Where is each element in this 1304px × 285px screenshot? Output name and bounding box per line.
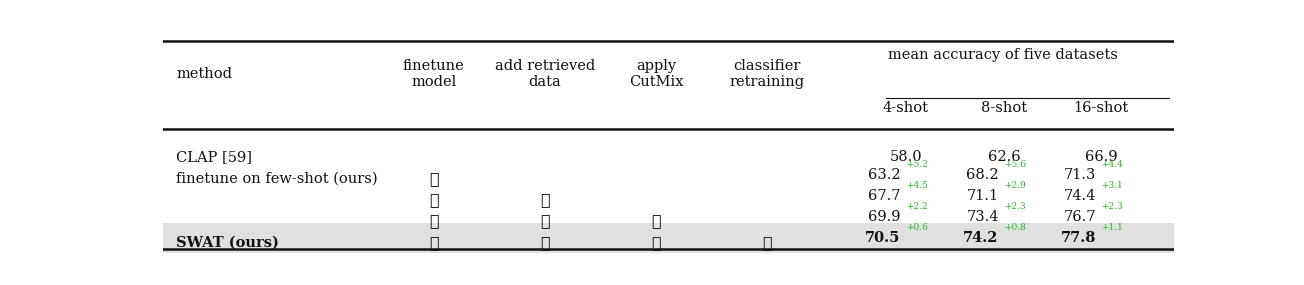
Text: 73.4: 73.4 xyxy=(966,210,999,224)
Text: 66.9: 66.9 xyxy=(1085,150,1118,164)
Text: 62.6: 62.6 xyxy=(987,150,1020,164)
Text: ✓: ✓ xyxy=(540,234,550,251)
Text: +2.9: +2.9 xyxy=(1004,181,1026,190)
Text: +2.3: +2.3 xyxy=(1102,202,1123,211)
Text: finetune
model: finetune model xyxy=(403,59,464,89)
Text: ✓: ✓ xyxy=(429,170,438,188)
Text: +2.3: +2.3 xyxy=(1004,202,1026,211)
Text: mean accuracy of five datasets: mean accuracy of five datasets xyxy=(888,48,1119,62)
Text: +2.2: +2.2 xyxy=(906,202,928,211)
Text: +1.1: +1.1 xyxy=(1101,223,1123,232)
Text: 71.3: 71.3 xyxy=(1063,168,1095,182)
Text: SWAT (ours): SWAT (ours) xyxy=(176,235,279,249)
Text: +4.4: +4.4 xyxy=(1101,160,1123,169)
Text: 4-shot: 4-shot xyxy=(883,101,928,115)
Text: ✓: ✓ xyxy=(540,192,550,208)
Text: 70.5: 70.5 xyxy=(866,231,901,245)
Text: CLAP [59]: CLAP [59] xyxy=(176,150,252,164)
Text: +5.6: +5.6 xyxy=(1004,160,1026,169)
Text: ✓: ✓ xyxy=(429,192,438,208)
Text: method: method xyxy=(176,67,232,81)
Text: +5.2: +5.2 xyxy=(906,160,928,169)
Bar xyxy=(163,223,1174,253)
Text: 76.7: 76.7 xyxy=(1063,210,1095,224)
Text: ✓: ✓ xyxy=(540,212,550,229)
Text: 74.2: 74.2 xyxy=(964,231,999,245)
Text: 68.2: 68.2 xyxy=(966,168,999,182)
Text: +0.6: +0.6 xyxy=(906,223,928,232)
Text: 77.8: 77.8 xyxy=(1060,231,1095,245)
Text: apply
CutMix: apply CutMix xyxy=(629,59,683,89)
Text: finetune on few-shot (ours): finetune on few-shot (ours) xyxy=(176,172,378,186)
Text: classifier
retraining: classifier retraining xyxy=(730,59,805,89)
Text: +0.8: +0.8 xyxy=(1004,223,1026,232)
Text: +4.5: +4.5 xyxy=(906,181,928,190)
Text: 74.4: 74.4 xyxy=(1063,189,1095,203)
Text: 63.2: 63.2 xyxy=(868,168,901,182)
Text: add retrieved
data: add retrieved data xyxy=(496,59,595,89)
Text: 8-shot: 8-shot xyxy=(981,101,1026,115)
Text: 58.0: 58.0 xyxy=(889,150,922,164)
Text: +3.1: +3.1 xyxy=(1102,181,1123,190)
Text: ✓: ✓ xyxy=(429,212,438,229)
Text: ✓: ✓ xyxy=(429,234,438,251)
Text: ✓: ✓ xyxy=(763,234,772,251)
Text: ✓: ✓ xyxy=(652,234,661,251)
Text: 67.7: 67.7 xyxy=(868,189,901,203)
Text: 71.1: 71.1 xyxy=(966,189,999,203)
Text: 69.9: 69.9 xyxy=(868,210,901,224)
Text: 16-shot: 16-shot xyxy=(1073,101,1128,115)
Text: ✓: ✓ xyxy=(652,212,661,229)
